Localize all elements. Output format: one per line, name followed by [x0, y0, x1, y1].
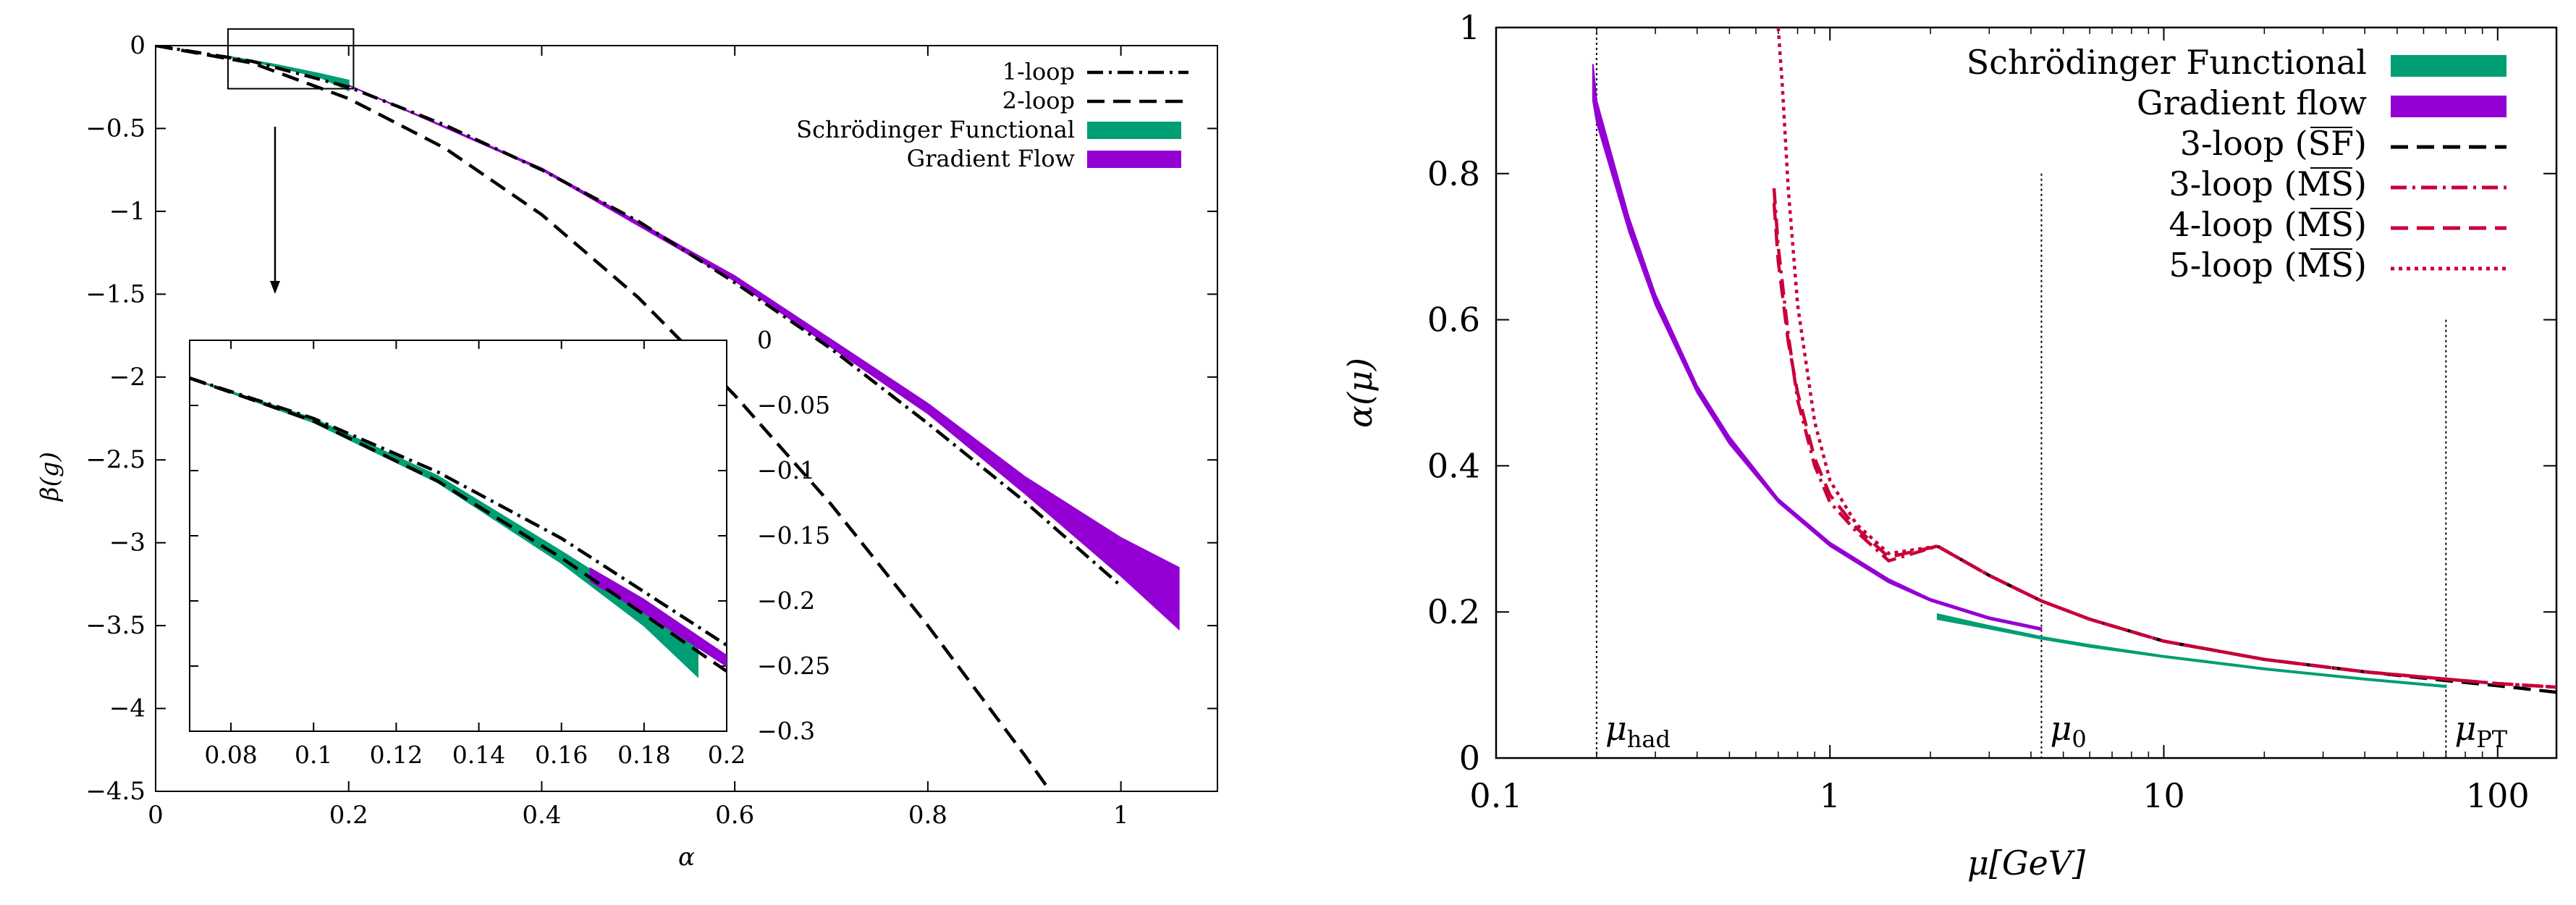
inset-y-tick-label: −0.15 [757, 521, 830, 550]
left-y-tick-label: −3 [109, 529, 145, 557]
right-y-tick-label: 0.6 [1427, 300, 1480, 340]
left-zoom-arrowhead [270, 281, 280, 294]
left-x-tick-label: 0.2 [329, 801, 368, 830]
left-y-axis-label: β(g) [35, 452, 64, 502]
right-vline-label-had: μhad [1605, 709, 1671, 753]
inset-2-loop-line [190, 376, 727, 673]
right-legend-swatch [2391, 96, 2507, 117]
right-plot-frame [1495, 26, 2558, 759]
right-x-tick-label: 1 [1820, 776, 1841, 815]
right-x-axis-label: μ[GeV] [1967, 843, 2085, 883]
inset-gradient-flow-band [589, 567, 727, 668]
right-y-tick-label: 0 [1459, 738, 1480, 778]
inset-x-tick-label: 0.1 [295, 741, 332, 769]
left-legend-label-1-loop: 1-loop [1002, 58, 1075, 85]
inset-series-group [190, 376, 727, 678]
inset-x-tick-label: 0.14 [452, 741, 505, 769]
left-chart-beta-function: 0 0.2 0.4 0.6 0.8 1 0 −0.5 −1 −1.5 −2 −2.5 −3 −3.5 −4 −… [35, 28, 1218, 872]
right-chart-running-coupling: 0.1 1 10 100 0 0.2 0.4 0.6 0.8 1 μ[GeV] α(μ) μhad μ0 μ… [1340, 8, 2558, 883]
right-4-loop-ms-line [1772, 203, 2556, 689]
right-y-tick-label: 0.2 [1427, 592, 1480, 631]
right-legend-label-4-loop-ms: 4-loop (MS) [2169, 205, 2367, 244]
right-x-tick-label: 10 [2142, 776, 2185, 815]
inset-y-tick-label: −0.05 [757, 391, 830, 419]
right-vline-label-sub: had [1627, 725, 1671, 753]
left-y-tick-label: −4 [109, 694, 145, 723]
inset-y-tick-label: −0.2 [757, 586, 815, 615]
inset-x-tick-label: 0.2 [708, 741, 746, 769]
left-legend-label-2-loop: 2-loop [1002, 87, 1075, 114]
left-x-axis-label: α [678, 843, 695, 872]
inset-frame [189, 340, 727, 732]
right-y-tick-label: 1 [1459, 8, 1480, 47]
inset-y-tick-label: −0.25 [757, 652, 830, 680]
right-legend-label-3-loop-sf: 3-loop (SF) [2180, 124, 2367, 163]
right-y-tick-label: 0.8 [1427, 154, 1480, 193]
inset-x-tick-label: 0.16 [535, 741, 588, 769]
left-y-tick-label: −0.5 [85, 114, 145, 143]
left-inset: 0.08 0.1 0.12 0.14 0.16 0.18 0.2 0 −0.05 −0.1 −0.1… [189, 326, 830, 769]
left-x-tick-label: 0 [148, 801, 164, 830]
left-y-tick-label: −2.5 [85, 445, 145, 474]
left-zoom-box [227, 28, 355, 90]
left-2-loop-line [156, 46, 1052, 791]
inset-x-tick-label: 0.12 [370, 741, 423, 769]
right-legend-label-schr-dinger-functional: Schrödinger Functional [1967, 43, 2367, 82]
inset-x-tick-label: 0.18 [617, 741, 670, 769]
inset-y-tick-label: −0.3 [757, 717, 815, 745]
right-schr-dinger-functional-band [1936, 613, 2447, 689]
right-3-loop-ms-line [1772, 188, 2556, 689]
right-y-axis-label: α(μ) [1340, 358, 1380, 428]
left-y-tick-label: −3.5 [85, 611, 145, 640]
right-legend-label-5-loop-ms: 5-loop (MS) [2169, 245, 2367, 285]
left-y-tick-label: 0 [130, 31, 145, 60]
left-series-group [156, 46, 1180, 791]
right-legend-label-3-loop-ms: 3-loop (MS) [2169, 164, 2367, 203]
right-5-loop-ms-line [1776, 28, 2556, 689]
right-x-tick-label: 0.1 [1469, 776, 1522, 815]
left-x-tick-label: 0.6 [715, 801, 754, 830]
inset-x-tick-label: 0.08 [204, 741, 257, 769]
left-x-tick-label: 0.4 [522, 801, 561, 830]
right-series-group [1592, 28, 2556, 694]
right-legend-label-gradient-flow: Gradient flow [2137, 83, 2367, 122]
right-vline-label-sub: 0 [2072, 725, 2086, 753]
left-y-tick-label: −1.5 [85, 279, 145, 308]
left-legend-label-schr-dinger-functional: Schrödinger Functional [796, 116, 1075, 143]
left-legend-swatch [1087, 122, 1181, 139]
left-y-tick-label: −2 [109, 363, 145, 392]
right-x-tick-label: 100 [2466, 776, 2530, 815]
left-legend-label-gradient-flow: Gradient Flow [907, 145, 1075, 172]
left-1-loop-line [156, 46, 1123, 587]
right-gradient-flow-band [1592, 64, 2043, 631]
right-y-tick-label: 0.4 [1427, 446, 1480, 485]
right-vline-label-0: μ0 [2050, 709, 2086, 753]
left-x-tick-label: 0.8 [908, 801, 947, 830]
right-vline-label-PT: μPT [2454, 709, 2507, 753]
inset-y-tick-label: 0 [757, 326, 772, 354]
right-legend-swatch [2391, 55, 2507, 77]
right-vline-label-sub: PT [2476, 725, 2508, 753]
left-y-tick-label: −1 [109, 197, 145, 226]
left-legend-swatch [1087, 151, 1181, 168]
inset-1-loop-line [190, 376, 727, 647]
left-x-tick-label: 1 [1113, 801, 1129, 830]
left-plot-frame [155, 45, 1218, 792]
inset-y-tick-label: −0.1 [757, 456, 815, 484]
left-y-tick-label: −4.5 [85, 777, 145, 806]
right-3-loop-sf-line [1936, 544, 2556, 694]
